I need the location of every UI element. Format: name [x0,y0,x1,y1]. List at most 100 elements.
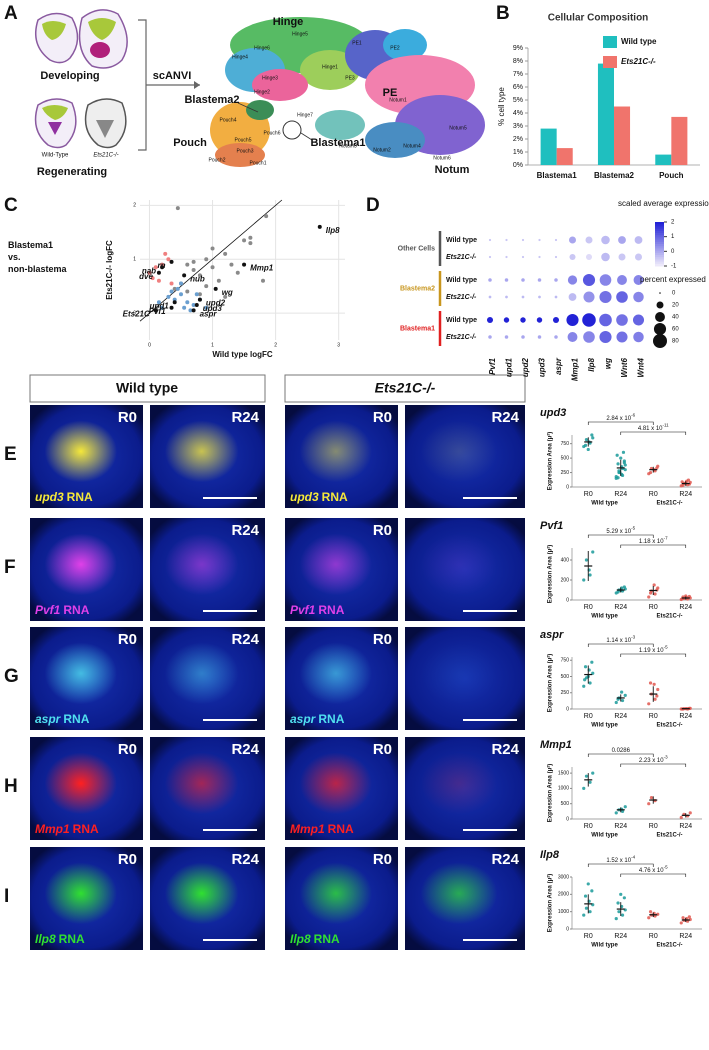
p-value: 2.84 x 10-6 [606,413,635,422]
y-tick-label: 0 [566,484,569,490]
labeled-point [191,308,196,313]
point [616,590,620,594]
point [648,910,653,914]
cluster-label: Notum5 [449,125,467,131]
signal [420,862,498,925]
probe-suffix: RNA [322,490,348,504]
y-tick-label: 0 [566,926,569,932]
size-key [653,322,667,336]
point [615,453,619,457]
region-label: Hinge [273,16,304,28]
y-axis-label: Expression Area (μ²) [547,654,554,712]
legend-title: percent expressed [640,275,706,284]
p-value: 5.29 x 10-5 [606,526,635,535]
point [621,450,626,454]
y-tick-label: 5% [513,97,523,104]
point-label: Ets21C [123,309,150,318]
point [586,882,590,886]
cluster-label: Hinge7 [297,112,313,118]
cluster-callout: Blastema1 [310,137,365,149]
x-tick-label: R24 [614,491,627,498]
gene-label: wg [604,358,613,369]
method-label: scANVI [153,70,192,82]
signal [299,642,373,705]
probe-gene: aspr [35,712,62,726]
probe-suffix: RNA [318,603,344,617]
time-label: R24 [491,851,519,868]
time-label: R24 [231,522,259,539]
point [175,286,180,291]
probe-label: Mmp1 RNA [290,822,354,836]
dot [503,317,510,323]
probe-label: aspr RNA [290,712,345,726]
x-tick-label: 3 [337,342,340,348]
region-label: Pouch [173,137,207,149]
significance-bracket [587,421,654,425]
probe-gene: Mmp1 [290,822,325,836]
group-label: Blastema1 [400,325,435,332]
point [150,276,155,281]
gene-label: upd3 [538,357,547,377]
point [590,660,594,664]
dot [632,314,645,326]
point [590,889,594,893]
x-tick-label: R0 [649,823,658,830]
point [163,251,168,256]
p-value: 1.14 x 10-3 [606,635,635,644]
point [169,289,174,294]
y-tick-label: 250 [561,470,570,476]
point [204,305,209,310]
y-axis-label: Expression Area (μ²) [547,545,554,603]
legend-label: Wild type [621,37,657,46]
dot [504,278,509,282]
point [591,771,595,775]
time-label: R0 [373,631,392,648]
x-tick-label: R24 [614,823,627,830]
y-tick-label: 8% [513,58,523,65]
p-value: 2.23 x 10-3 [639,755,668,764]
colorbar-step [655,246,664,249]
x-tick-label: 1 [211,342,214,348]
dot [488,335,492,339]
annotation-line: Blastema1 [8,240,53,250]
cluster-label: Pouch6 [264,130,281,136]
point [582,913,586,917]
point [160,305,165,310]
dot [633,275,644,285]
size-label: 20 [672,303,679,309]
point [617,469,621,473]
y-tick-label: 0 [566,706,569,712]
y-tick-label: 0 [566,597,569,603]
labeled-point [156,270,161,275]
point [242,238,247,243]
significance-bracket [587,643,654,647]
x-tick-label: R0 [649,604,658,611]
point [229,262,234,267]
colorbar-label: 2 [671,220,675,226]
point [588,780,592,784]
point [582,684,586,688]
point [197,292,202,297]
point-label: nub [190,274,205,283]
x-tick-label: 2 [274,342,277,348]
y-axis-label: Expression Area (μ²) [547,874,554,932]
colorbar-step [655,241,664,245]
point [179,281,183,286]
colorbar-step [655,237,664,241]
point [687,594,691,599]
dot [583,291,595,303]
probe-gene: Pvf1 [290,603,316,617]
x-tick-label: R0 [584,491,593,498]
colorbar-step [655,257,664,260]
x-tick-label: R24 [614,604,627,611]
point [591,550,595,554]
point-label: nab [142,266,156,275]
y-axis-label: Ets21C-/- logFC [105,240,114,300]
point [216,278,221,283]
colorbar-step [655,222,664,225]
y-tick-label: 0 [566,816,569,822]
point [586,447,590,452]
size-label: 60 [672,327,679,333]
dot [583,331,595,343]
point [688,811,692,815]
